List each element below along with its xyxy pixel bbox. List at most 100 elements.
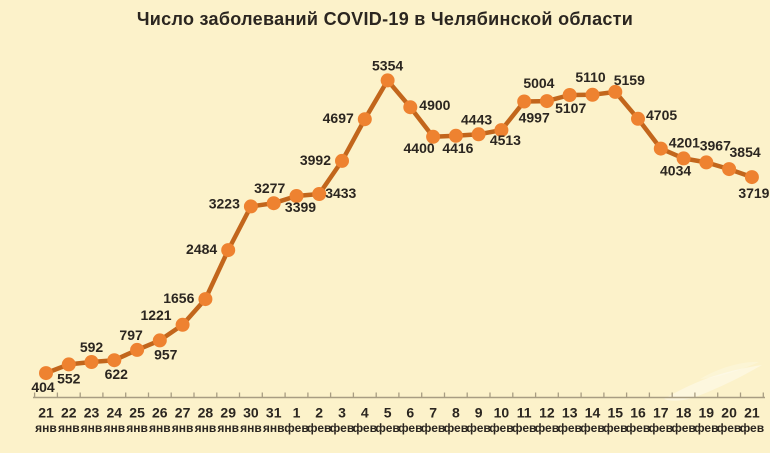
data-point	[175, 317, 190, 332]
x-tick-label-month: фев	[717, 421, 741, 435]
x-tick-label-day: 21	[38, 405, 54, 421]
data-point-label: 4513	[490, 132, 521, 148]
data-point	[84, 355, 99, 369]
data-point-label: 622	[105, 366, 129, 382]
data-point	[631, 111, 645, 126]
x-tick-label-month: фев	[466, 421, 490, 435]
data-point-label: 1221	[140, 307, 171, 323]
data-point	[357, 112, 372, 127]
x-tick-label-month: янв	[263, 421, 285, 435]
data-point-label: 3433	[325, 185, 356, 201]
data-point	[312, 187, 327, 201]
x-tick-label-month: янв	[172, 421, 194, 435]
x-tick-label-month: фев	[671, 421, 695, 435]
x-tick-label-month: фев	[694, 421, 718, 435]
x-tick-label-day: 2	[315, 405, 323, 421]
x-tick-label-month: фев	[649, 421, 673, 435]
x-tick-label-month: фев	[330, 421, 354, 435]
x-tick-label-day: 12	[539, 405, 555, 421]
data-point-label: 4416	[442, 140, 473, 156]
x-tick-label-month: фев	[284, 421, 308, 435]
data-point	[699, 155, 714, 170]
data-point-label: 4201	[669, 135, 700, 151]
data-point	[517, 94, 532, 109]
data-point	[39, 366, 53, 381]
data-point	[403, 100, 418, 115]
x-tick-label-day: 26	[152, 405, 168, 421]
data-point-label: 4705	[646, 107, 677, 123]
x-tick-label-day: 30	[243, 405, 259, 421]
data-point	[585, 87, 600, 102]
data-point	[562, 88, 577, 102]
x-tick-label-day: 29	[220, 405, 236, 421]
data-point	[608, 84, 623, 99]
data-point	[130, 342, 145, 357]
data-point-label: 3399	[285, 199, 316, 215]
data-point-label: 1656	[163, 290, 194, 306]
x-tick-label-month: фев	[489, 421, 513, 435]
x-tick-label-month: янв	[103, 421, 125, 435]
x-tick-label-day: 5	[384, 405, 392, 421]
x-tick-label-day: 28	[198, 405, 214, 421]
series-line	[43, 78, 755, 376]
data-point-label: 4400	[404, 140, 435, 156]
data-point-label: 4034	[660, 162, 691, 178]
data-point	[221, 243, 236, 258]
x-tick-label-day: 31	[266, 405, 282, 421]
x-tick-label-day: 16	[630, 405, 646, 421]
data-point	[243, 199, 258, 214]
data-point	[653, 141, 668, 156]
data-point-label: 5354	[372, 57, 403, 73]
x-tick-label-month: янв	[217, 421, 239, 435]
x-tick-label-month: фев	[535, 421, 559, 435]
x-tick-label-day: 25	[129, 405, 145, 421]
data-point	[198, 292, 213, 307]
data-point-label: 5107	[555, 100, 586, 116]
watermark-icon	[700, 361, 759, 379]
data-point	[266, 196, 281, 211]
data-point	[539, 94, 554, 109]
x-tick-label-month: янв	[81, 421, 103, 435]
x-tick-label-month: фев	[444, 421, 468, 435]
x-tick-label-day: 1	[293, 405, 301, 421]
x-tick-label-day: 19	[699, 405, 715, 421]
data-point-label: 4443	[461, 111, 492, 127]
data-point	[494, 123, 509, 138]
x-tick-label-month: янв	[126, 421, 148, 435]
data-point	[289, 189, 304, 203]
data-point-label: 3223	[209, 195, 240, 211]
data-point	[152, 333, 167, 348]
x-tick-label-month: фев	[740, 421, 764, 435]
data-point-label: 592	[80, 339, 104, 355]
data-point-label: 2484	[186, 241, 217, 257]
data-point-label: 3854	[730, 144, 761, 160]
data-point	[335, 153, 349, 168]
data-point-label: 552	[57, 370, 81, 386]
data-point	[744, 170, 759, 185]
x-tick-label-month: фев	[398, 421, 422, 435]
x-tick-label-day: 23	[84, 405, 100, 421]
x-tick-label-month: фев	[580, 421, 604, 435]
data-point-label: 5004	[523, 75, 554, 91]
data-point-label: 5159	[614, 72, 645, 88]
x-tick-label-month: янв	[195, 421, 217, 435]
x-tick-label-month: фев	[512, 421, 536, 435]
x-tick-label-month: фев	[375, 421, 399, 435]
x-tick-label-day: 8	[452, 405, 460, 421]
x-tick-label-day: 3	[338, 405, 346, 421]
data-point	[722, 162, 737, 177]
data-point	[448, 128, 463, 143]
x-tick-label-month: фев	[421, 421, 445, 435]
data-point	[471, 127, 486, 142]
data-point-label: 3277	[254, 180, 285, 196]
x-tick-label-day: 15	[608, 405, 624, 421]
x-tick-label-day: 9	[475, 405, 483, 421]
x-tick-label-day: 10	[494, 405, 510, 421]
x-tick-label-day: 24	[107, 405, 123, 421]
data-point-label: 4900	[419, 97, 450, 113]
x-tick-label-day: 6	[406, 405, 414, 421]
data-point	[61, 357, 76, 372]
data-point-label: 3967	[700, 137, 731, 153]
